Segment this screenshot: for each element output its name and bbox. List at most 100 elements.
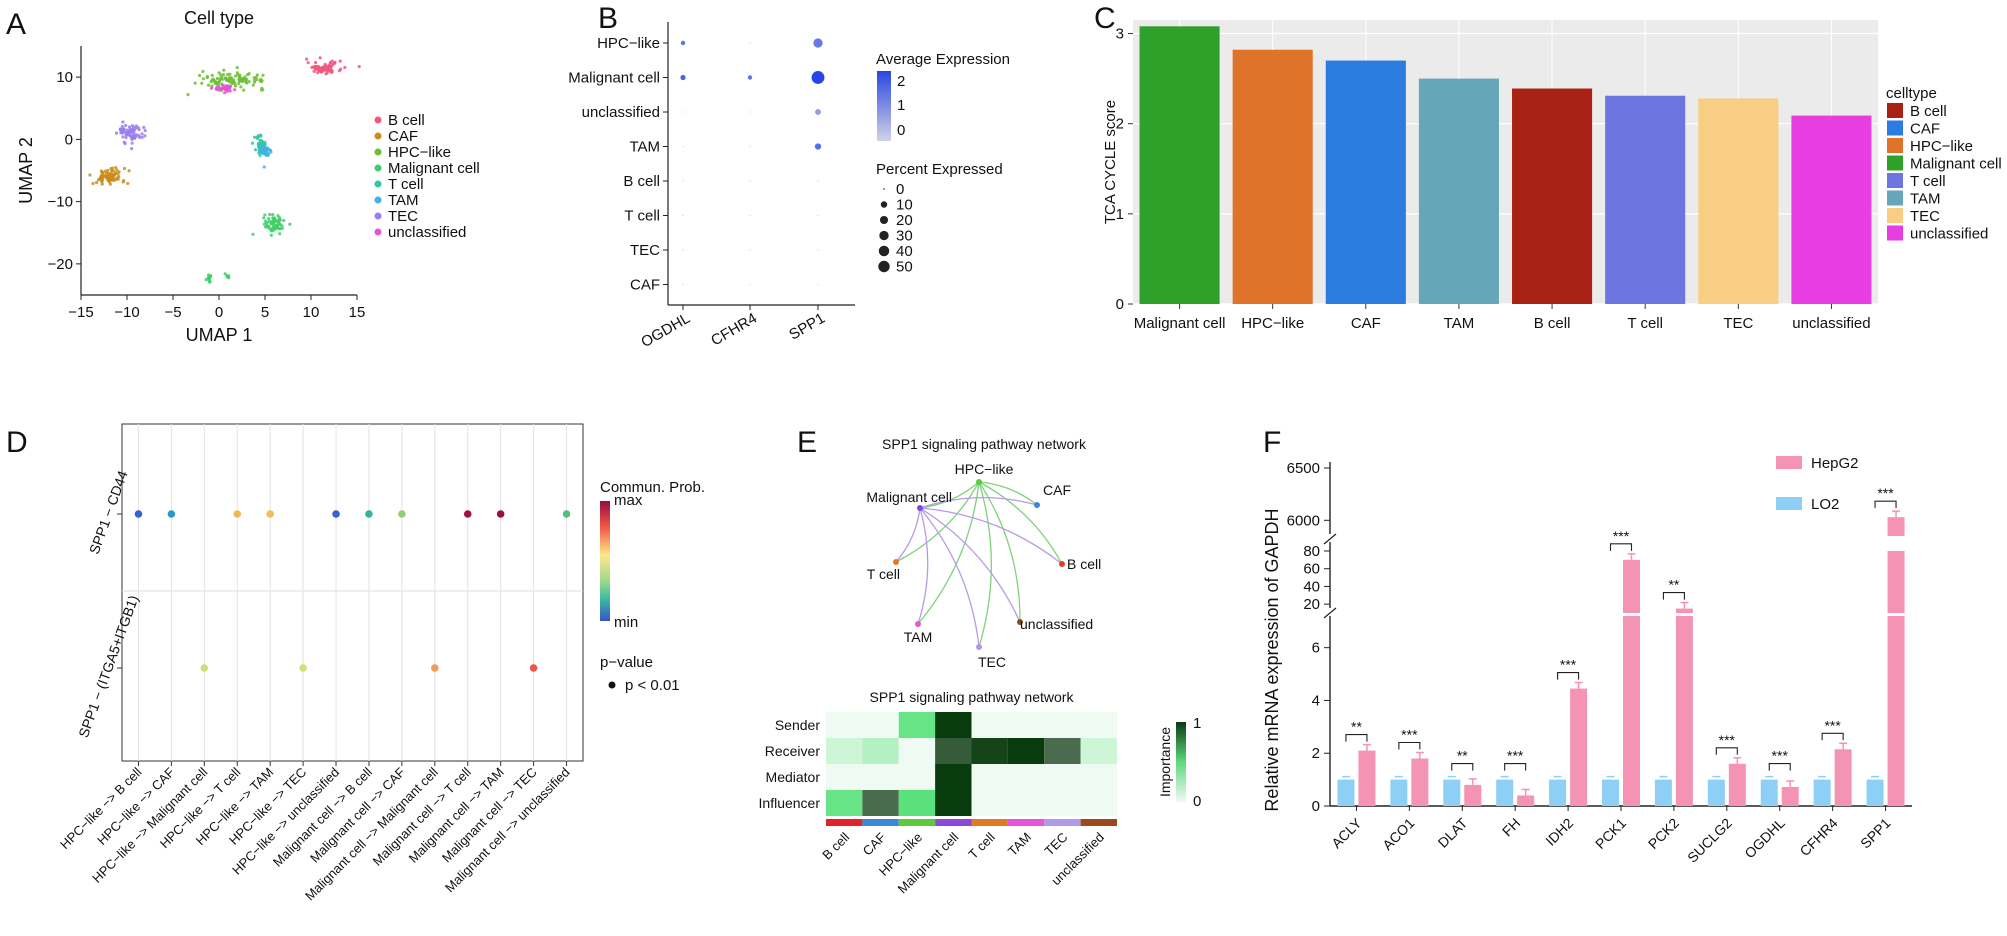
comm-point — [529, 664, 538, 672]
umap-cell-point — [253, 135, 257, 139]
heatmap-celltype-label: CAF — [860, 829, 889, 858]
umap-cell-point — [271, 213, 275, 217]
umap-legend-swatch — [374, 116, 382, 124]
panel-b-dotplot: HPC−like Malignant cell unclassified TAM B c… — [568, 22, 1010, 351]
umap-cell-point — [212, 79, 216, 83]
dotplot-pct-legend-label: 10 — [896, 197, 913, 214]
umap-cell-point — [233, 84, 237, 88]
umap-cell-point — [328, 61, 333, 65]
network-edge — [919, 507, 1021, 623]
qpcr-legend-lo2: LO2 — [1811, 496, 1839, 513]
network-edge — [919, 497, 1038, 509]
umap-cell-point — [251, 232, 255, 236]
umap-cell-point — [114, 131, 119, 135]
umap-cell-point — [312, 69, 316, 73]
heatmap-celltype-label: TAM — [1005, 830, 1034, 859]
bar-legend-swatch — [1887, 155, 1903, 171]
qpcr-bar-hepg2-mid — [1675, 608, 1693, 613]
umap-cell-point — [205, 75, 209, 79]
umap-cell-point — [237, 81, 241, 86]
network-node-label: unclassified — [1020, 616, 1093, 632]
bar-legend-swatch — [1887, 103, 1903, 118]
heatmap-cell — [862, 790, 899, 816]
umap-cell-point — [262, 150, 266, 154]
umap-cell-point — [127, 169, 131, 173]
bar-2 — [1325, 60, 1406, 305]
umap-cell-point — [276, 220, 280, 225]
umap-cell-point — [233, 88, 237, 92]
umap-cell-point — [263, 213, 267, 217]
qpcr-significance-bracket — [1874, 500, 1897, 509]
umap-cell-point — [235, 66, 239, 70]
umap-cell-point — [257, 148, 261, 152]
umap-cell-point — [133, 136, 137, 140]
umap-cell-point — [357, 65, 361, 69]
umap-x-tick-label: −5 — [164, 304, 181, 321]
umap-x-tick-label: 0 — [215, 304, 223, 321]
heatmap-cell — [826, 764, 863, 790]
bar-y-tick-label: 2 — [1116, 116, 1124, 133]
umap-x-tick-label: 15 — [349, 304, 366, 321]
dotplot-pct-legend-label: 30 — [896, 228, 913, 245]
comm-point — [398, 510, 406, 518]
umap-cell-point — [109, 167, 113, 171]
bar-legend-label: T cell — [1910, 173, 1946, 190]
umap-cell-point — [264, 147, 269, 151]
heatmap-role-label: Mediator — [766, 769, 821, 785]
heatmap-cell — [1007, 738, 1045, 764]
heatmap-legend-tick: 0 — [1193, 793, 1201, 810]
dotplot-dot — [749, 249, 751, 251]
network-node-label: HPC−like — [955, 461, 1014, 477]
umap-legend-swatch — [374, 148, 382, 156]
network-edge — [978, 481, 993, 648]
bar-3 — [1418, 78, 1499, 304]
qpcr-gene-label: IDH2 — [1542, 815, 1576, 849]
comm-pvalue-dot — [608, 681, 616, 689]
heatmap-cell — [935, 764, 972, 790]
umap-cell-point — [100, 179, 104, 183]
qpcr-gene-label: OGDHL — [1741, 815, 1788, 862]
umap-cell-point — [244, 78, 248, 82]
heatmap-celltype-colorbar — [862, 819, 899, 826]
comm-point — [134, 510, 143, 518]
network-edge — [895, 481, 980, 563]
comm-point — [431, 664, 439, 672]
umap-y-label: UMAP 2 — [16, 137, 36, 204]
network-node — [1017, 619, 1023, 625]
comm-point — [496, 510, 505, 518]
heatmap-cell — [898, 764, 936, 790]
heatmap-celltype-colorbar — [971, 819, 1008, 826]
qpcr-bar-hepg2 — [1411, 758, 1429, 806]
umap-cell-point — [124, 131, 128, 135]
dotplot-avg-tick: 0 — [897, 122, 905, 139]
umap-cell-point — [104, 175, 108, 179]
umap-cell-point — [267, 217, 271, 221]
network-node — [1034, 502, 1040, 508]
qpcr-bar-hepg2 — [1570, 688, 1588, 806]
heatmap-legend-colorbar — [1176, 722, 1186, 802]
heatmap-cell — [1007, 712, 1045, 738]
umap-cell-point — [280, 226, 284, 231]
qpcr-bar-lo2 — [1337, 779, 1355, 806]
network-edge — [895, 507, 921, 563]
umap-cell-point — [277, 227, 281, 231]
network-edge — [917, 507, 929, 625]
network-node — [976, 479, 982, 485]
qpcr-y-tick-label: 60 — [1303, 561, 1320, 578]
qpcr-significance-label: *** — [1613, 528, 1630, 544]
umap-cell-point — [112, 178, 117, 182]
heatmap-role-label: Receiver — [765, 743, 821, 759]
heatmap-cell — [971, 790, 1008, 816]
umap-cell-point — [123, 141, 127, 146]
umap-cell-point — [264, 152, 269, 156]
network-edge — [919, 481, 980, 509]
heatmap-legend-title: Importance — [1157, 727, 1173, 797]
umap-cell-point — [238, 73, 242, 77]
heatmap-cell — [1007, 764, 1045, 790]
bar-legend-swatch — [1887, 208, 1903, 223]
heatmap-cell — [1044, 790, 1081, 816]
qpcr-y-tick-label: 0 — [1312, 798, 1320, 815]
qpcr-bar-lo2 — [1866, 779, 1884, 806]
qpcr-bar-hepg2 — [1834, 749, 1852, 806]
dotplot-pct-legend-dot — [879, 230, 889, 241]
